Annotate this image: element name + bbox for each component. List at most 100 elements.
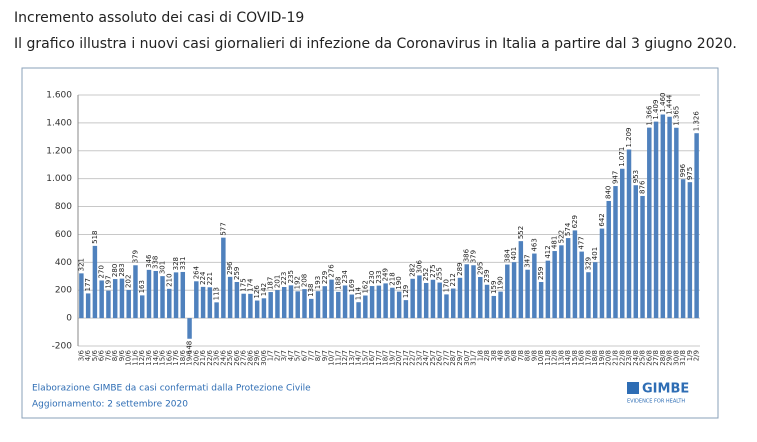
bar [423,282,429,319]
logo: GIMBE [642,382,689,397]
value-label: 229 [321,271,329,284]
value-label: 947 [611,171,619,184]
x-tick-label: 9/7 [321,350,329,361]
x-tick-label: 26/6 [233,349,241,365]
y-tick-label: 1.000 [46,174,72,184]
bar [647,127,652,319]
bar [680,179,686,319]
x-tick-label: 23/6 [213,349,221,365]
x-tick-label: 16/6 [165,349,173,365]
value-label: 401 [591,247,599,260]
x-tick-label: 29/7 [456,350,464,366]
bar [356,302,361,319]
value-label: 518 [91,231,99,244]
x-tick-label: 24/8 [632,350,640,366]
bar [106,290,111,319]
x-tick-label: 9/6 [118,349,126,361]
value-label: 328 [172,257,180,270]
x-tick-label: 3/6 [77,349,85,361]
x-tick-label: 12/8 [551,350,559,366]
bar [92,245,98,319]
y-tick-label: 400 [55,258,72,268]
value-label: 283 [118,263,126,276]
subtitle: Il grafico illustra i nuovi casi giornal… [14,36,737,52]
bar [119,278,125,319]
x-tick-label: 20/8 [605,350,613,366]
bar [241,293,246,319]
value-label: 953 [632,170,640,183]
bar [633,185,639,319]
value-label: 170 [442,279,450,292]
bar [518,241,524,319]
x-tick-label: 2/9 [693,350,701,361]
value-label: 331 [179,257,187,270]
value-label: 347 [524,254,532,267]
value-label: 1.366 [645,105,653,126]
x-tick-label: 17/7 [375,350,383,366]
value-label: 114 [355,286,363,300]
x-tick-label: 14/7 [355,350,363,366]
value-label: 221 [206,272,214,285]
bar [403,300,409,319]
value-label: 259 [537,267,545,280]
x-tick-label: 22/8 [618,350,626,366]
bar [538,281,544,319]
value-label: 264 [192,265,200,279]
x-tick-label: 20/7 [395,350,403,366]
bar [559,245,564,319]
title: Incremento assoluto dei casi di COVID-19 [14,10,304,26]
x-tick-label: 24/7 [422,350,430,366]
x-tick-label: 19/6 [186,349,194,365]
x-tick-label: 11/7 [334,350,342,366]
bar [173,272,179,319]
bar [572,230,578,319]
bar [268,292,273,319]
bar [194,281,199,319]
value-label: 1.326 [693,111,701,132]
x-tick-label: 8/8 [524,350,532,361]
value-label: 329 [584,257,592,270]
x-tick-label: 25/6 [226,349,234,365]
x-tick-label: 10/8 [537,350,545,366]
x-tick-label: 22/7 [409,350,417,366]
x-tick-label: 6/7 [300,350,308,361]
x-tick-label: 17/8 [584,350,592,366]
x-tick-label: 16/8 [578,350,586,366]
value-label: 230 [368,271,376,284]
bar [180,271,186,319]
bar [606,200,611,319]
bar [281,287,287,319]
value-label: 159 [490,281,498,294]
value-label: 169 [348,279,356,292]
value-label: 201 [273,275,281,288]
bar [694,133,699,319]
x-tick-label: 8/6 [111,349,119,361]
value-label: 224 [199,271,207,285]
x-tick-label: 10/7 [328,350,336,366]
bar [505,264,510,319]
y-tick-label: 600 [55,230,72,240]
value-label: 975 [686,167,694,180]
x-tick-label: 19/7 [388,350,396,366]
value-label: 412 [544,245,552,258]
value-label: 252 [422,268,430,281]
value-label: 481 [551,236,559,249]
value-label: 239 [483,269,491,282]
value-label: 1.460 [659,92,667,112]
value-label: 174 [246,278,254,292]
x-tick-label: 18/6 [179,349,187,365]
x-tick-label: 26/8 [645,350,653,366]
value-label: 175 [240,278,248,291]
value-label: 840 [605,186,613,199]
value-label: 270 [98,265,106,278]
value-label: 187 [267,277,275,290]
value-label: 338 [152,256,160,269]
value-label: 138 [307,283,315,296]
value-label: 301 [159,261,167,274]
value-label: 522 [557,230,565,243]
bar [592,262,598,319]
bar [342,285,348,319]
bar [491,295,497,319]
x-tick-label: 7/8 [517,350,525,361]
y-tick-label: 1.200 [46,146,72,156]
